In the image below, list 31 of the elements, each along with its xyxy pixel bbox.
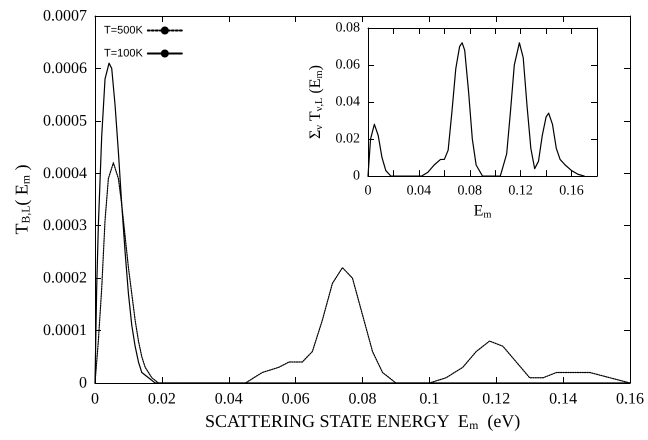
y-tick-label: 0 bbox=[79, 374, 87, 392]
y-tick-label: 0.0006 bbox=[43, 60, 87, 77]
x-tick-label: 0.16 bbox=[559, 184, 584, 199]
x-tick-label: 0 bbox=[364, 184, 372, 199]
x-tick-label: 0.02 bbox=[148, 390, 176, 408]
y-tick-label: 0.0004 bbox=[43, 164, 87, 182]
y-tick-label: 0.02 bbox=[336, 132, 360, 147]
x-tick-label: 0.14 bbox=[549, 390, 578, 408]
x-tick-label: 0.06 bbox=[282, 390, 310, 408]
x-tick-label: 0.04 bbox=[214, 390, 243, 408]
y-tick-label: 0.04 bbox=[336, 94, 360, 110]
legend-label: T=100K bbox=[104, 48, 144, 60]
y-tick-label: 0 bbox=[353, 168, 360, 184]
y-axis-title: TB,L( Em ) bbox=[12, 164, 33, 234]
x-tick-label: 0.16 bbox=[616, 390, 644, 408]
y-tick-label: 0.0001 bbox=[43, 322, 87, 340]
y-tick-label: 0.06 bbox=[336, 58, 360, 73]
x-tick-label: 0.04 bbox=[406, 184, 432, 199]
y-axis-title: Σν Tν,L (Em) bbox=[307, 65, 326, 140]
x-tick-label: 0.08 bbox=[348, 390, 376, 408]
y-tick-label: 0.08 bbox=[336, 20, 360, 36]
y-tick-label: 0.0007 bbox=[43, 8, 87, 24]
y-tick-label: 0.0003 bbox=[43, 217, 87, 234]
y-tick-label: 0.0005 bbox=[43, 112, 87, 130]
x-tick-label: 0.12 bbox=[482, 390, 510, 408]
x-tick-label: 0.1 bbox=[419, 390, 440, 408]
x-tick-label: 0.08 bbox=[458, 184, 482, 199]
y-tick-label: 0.0002 bbox=[43, 270, 87, 287]
x-tick-label: 0 bbox=[91, 390, 99, 408]
legend-label: T=500K bbox=[104, 24, 144, 36]
x-tick-label: 0.12 bbox=[508, 184, 533, 199]
